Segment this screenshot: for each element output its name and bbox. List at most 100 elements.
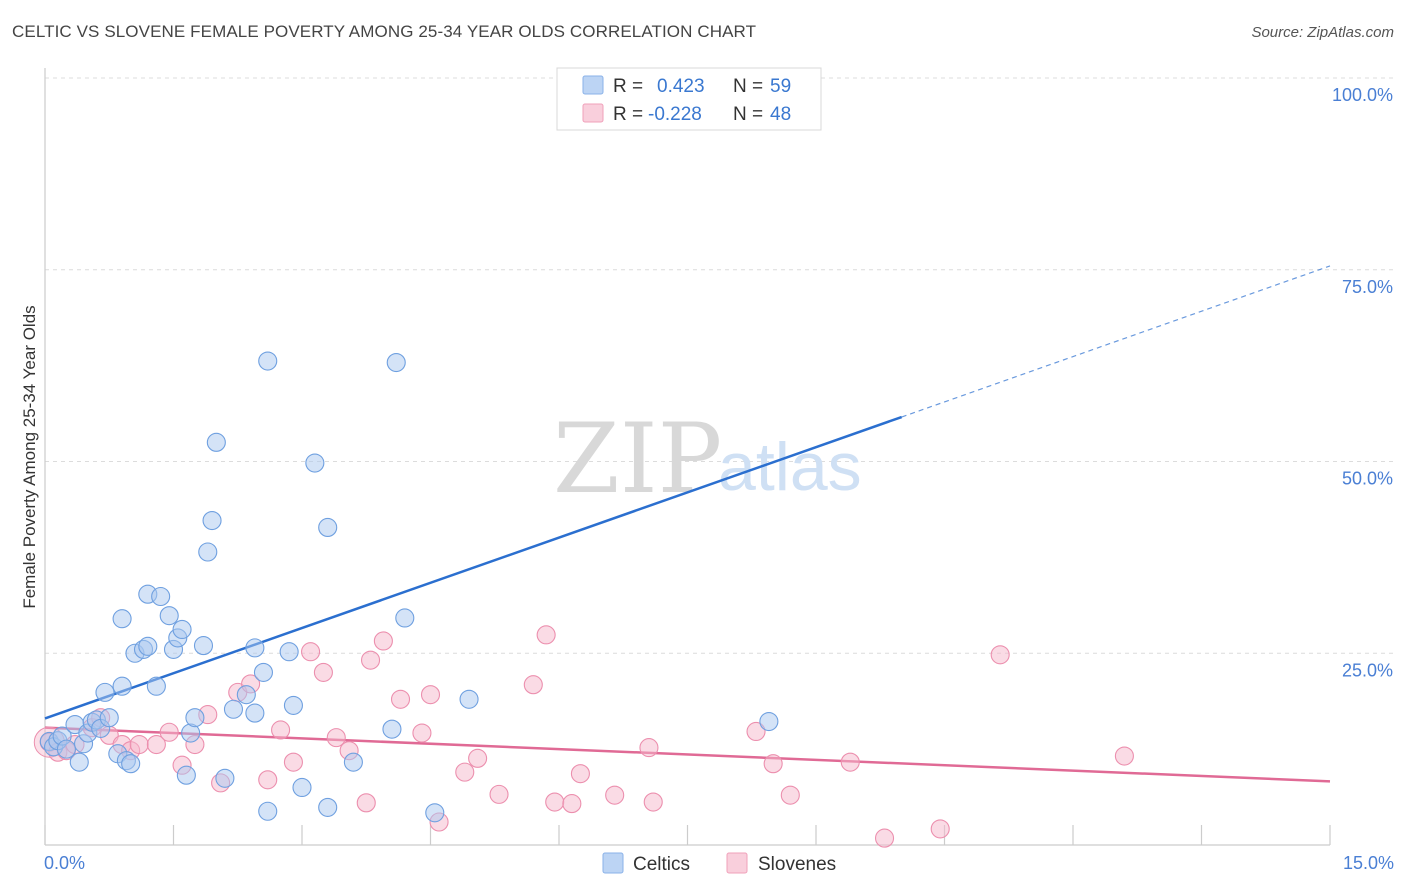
legend-n-value: 59: [770, 76, 791, 97]
data-point-celtics: [253, 662, 274, 682]
data-point-celtics: [318, 517, 338, 538]
legend-r-value: -0.228: [648, 104, 702, 125]
y-tick-label: 25.0%: [1342, 660, 1393, 680]
data-point-celtics: [185, 708, 205, 728]
data-point-celtics: [69, 752, 89, 772]
data-points: [33, 68, 1134, 848]
data-point-celtics: [292, 777, 312, 798]
data-point-slovenes: [489, 784, 509, 804]
legend-row-slovenes: R = -0.228 N = 48: [582, 103, 791, 125]
data-point-celtics: [202, 511, 222, 531]
data-point-slovenes: [360, 650, 381, 670]
data-point-slovenes: [840, 752, 860, 772]
legend-r-label: R =: [613, 76, 643, 97]
data-point-slovenes: [874, 828, 895, 848]
data-point-slovenes: [545, 792, 565, 812]
data-point-celtics: [172, 619, 192, 640]
data-point-celtics: [198, 542, 218, 562]
y-tick-labels: 25.0% 50.0% 75.0% 100.0%: [1332, 85, 1393, 680]
data-point-celtics: [283, 695, 303, 715]
data-point-slovenes: [639, 738, 659, 758]
data-point-slovenes: [746, 721, 766, 742]
data-point-celtics: [236, 685, 256, 705]
y-tick-label: 100.0%: [1332, 85, 1393, 105]
data-point-slovenes: [390, 689, 411, 709]
x-tick-label-min: 0.0%: [44, 853, 85, 873]
trend-line-slovenes: [44, 726, 1331, 783]
data-point-celtics: [386, 353, 406, 373]
data-point-celtics: [138, 636, 158, 656]
data-point-celtics: [112, 609, 132, 629]
data-point-slovenes: [258, 770, 278, 790]
data-point-celtics: [459, 689, 479, 709]
chart-title: CELTIC VS SLOVENE FEMALE POVERTY AMONG 2…: [12, 22, 757, 41]
data-point-celtics: [258, 801, 278, 821]
trend-line-celtics: [44, 415, 903, 720]
data-point-slovenes: [930, 819, 950, 839]
legend-n-label: N =: [733, 104, 763, 125]
y-tick-label: 50.0%: [1342, 469, 1393, 489]
data-point-celtics: [95, 682, 115, 702]
data-point-celtics: [395, 608, 415, 628]
legend-r-value: 0.423: [657, 76, 705, 97]
data-point-slovenes: [455, 762, 475, 782]
bottom-legend: Celtics Slovenes: [602, 852, 836, 875]
data-point-celtics: [206, 432, 226, 452]
data-point-celtics: [159, 606, 179, 626]
data-point-celtics: [318, 797, 338, 817]
trend-line-extension-celtics: [901, 265, 1331, 418]
data-point-celtics: [245, 703, 265, 723]
data-point-celtics: [279, 642, 299, 662]
data-point-slovenes: [301, 642, 321, 662]
x-axis-ticks: [44, 825, 1331, 845]
data-point-celtics: [759, 711, 779, 732]
y-tick-label: 75.0%: [1342, 277, 1393, 297]
data-point-slovenes: [283, 752, 303, 772]
legend-swatch-slovenes: [582, 103, 604, 123]
gridlines: [45, 77, 1395, 654]
legend-row-celtics: R = 0.423 N = 59: [582, 75, 791, 97]
data-point-celtics: [193, 636, 214, 656]
data-point-slovenes: [643, 792, 663, 812]
data-point-celtics: [382, 719, 402, 739]
bottom-legend-swatch-celtics: [602, 852, 624, 874]
data-point-celtics: [215, 768, 235, 788]
data-point-celtics: [121, 754, 141, 774]
data-point-slovenes: [146, 734, 166, 755]
watermark-atlas: atlas: [718, 429, 862, 505]
data-point-slovenes: [313, 662, 333, 682]
data-point-slovenes: [523, 675, 543, 695]
data-point-celtics: [151, 586, 171, 607]
watermark: ZIP atlas: [553, 403, 862, 515]
x-tick-label-max: 15.0%: [1343, 853, 1394, 873]
data-point-celtics: [305, 453, 325, 473]
data-point-slovenes: [356, 793, 376, 813]
data-point-slovenes: [990, 645, 1010, 665]
data-point-slovenes: [570, 764, 590, 784]
data-point-celtics: [112, 676, 132, 696]
data-point-celtics: [258, 351, 278, 371]
data-point-celtics: [425, 803, 445, 823]
data-point-celtics: [56, 739, 76, 759]
data-point-celtics: [99, 708, 119, 728]
legend-swatch-celtics: [582, 75, 604, 95]
legend-r-label: R =: [613, 104, 643, 125]
data-point-slovenes: [373, 631, 393, 651]
data-point-slovenes: [780, 785, 800, 805]
data-point-slovenes: [326, 728, 346, 748]
legend-n-value: 48: [770, 104, 791, 125]
bottom-legend-label-slovenes: Slovenes: [758, 854, 836, 875]
data-point-celtics: [223, 699, 244, 719]
data-point-slovenes: [271, 720, 291, 740]
data-point-slovenes: [468, 748, 488, 768]
trend-lines: [44, 265, 1331, 783]
data-point-celtics: [176, 765, 196, 785]
data-point-slovenes: [536, 625, 556, 645]
data-point-slovenes: [763, 754, 783, 774]
data-point-celtics: [245, 638, 265, 658]
data-point-slovenes: [129, 734, 149, 755]
data-point-slovenes: [605, 785, 625, 805]
source-credit: Source: ZipAtlas.com: [1251, 24, 1394, 41]
data-point-slovenes: [159, 722, 179, 742]
